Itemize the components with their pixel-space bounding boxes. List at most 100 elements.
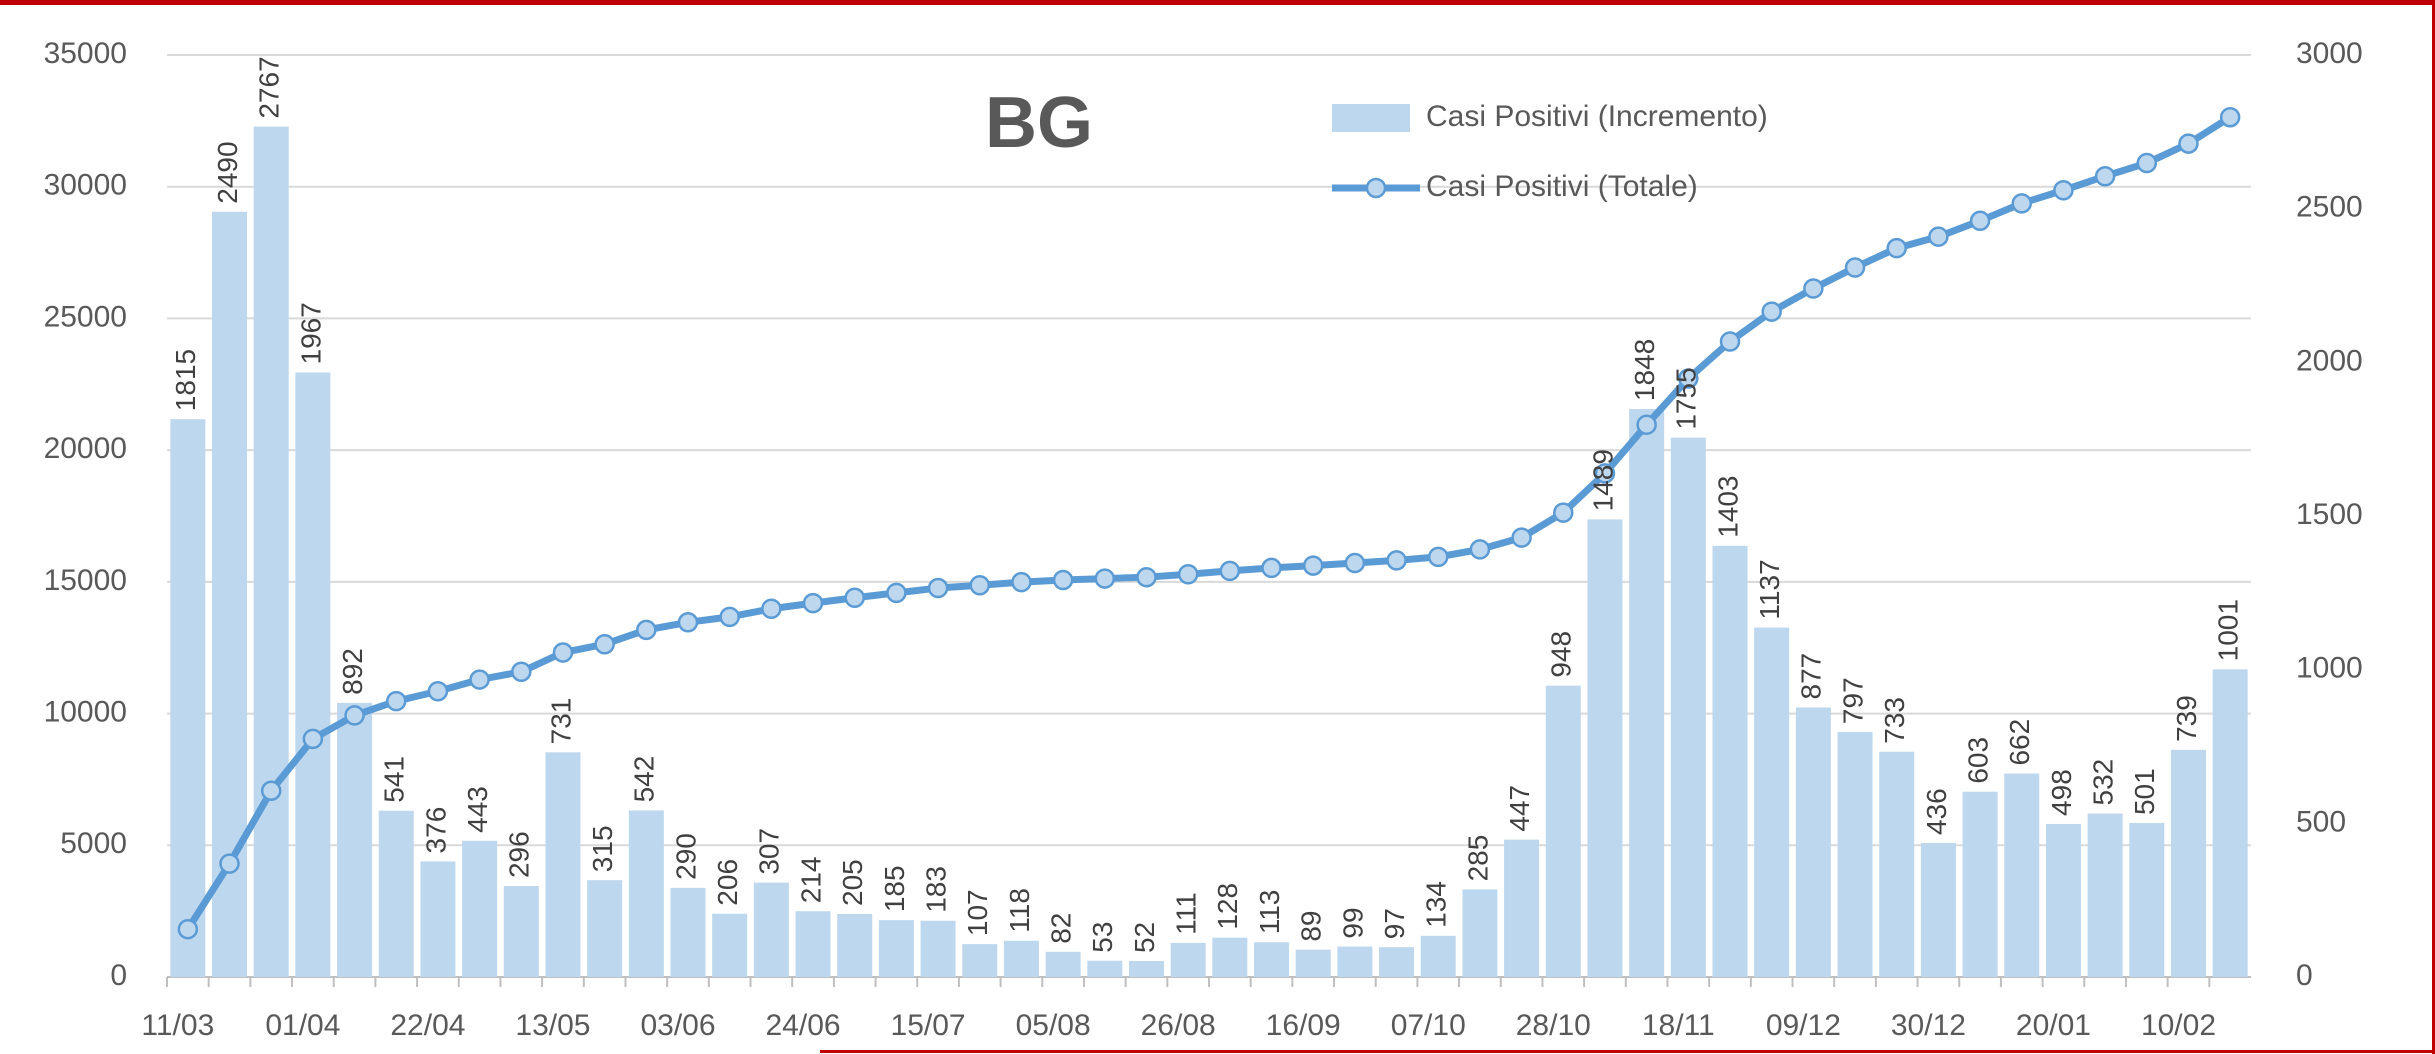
data-label: 214 bbox=[795, 857, 826, 904]
line-marker bbox=[594, 633, 615, 655]
bar bbox=[2004, 773, 2040, 977]
line-marker bbox=[552, 642, 574, 663]
line-marker bbox=[1094, 568, 1116, 589]
y-tick-label: 25000 bbox=[44, 300, 127, 333]
bar bbox=[2212, 669, 2248, 977]
line-marker bbox=[1594, 463, 1616, 484]
line-marker bbox=[1177, 564, 1199, 585]
bar bbox=[795, 911, 831, 977]
x-tick-label: 18/11 bbox=[1642, 1009, 1715, 1042]
y-tick-label: 5000 bbox=[60, 827, 127, 860]
data-label: 1755 bbox=[1671, 367, 1702, 429]
line-marker bbox=[802, 592, 824, 614]
bar bbox=[462, 840, 498, 977]
data-label: 206 bbox=[712, 859, 743, 906]
line-marker bbox=[1511, 527, 1532, 548]
line-marker bbox=[1719, 331, 1741, 352]
bar bbox=[878, 920, 914, 977]
bar bbox=[2170, 749, 2206, 977]
x-tick-label: 03/06 bbox=[640, 1009, 715, 1042]
x-tick-label: 11/03 bbox=[141, 1009, 214, 1042]
bar bbox=[1629, 409, 1665, 978]
bar bbox=[170, 419, 206, 977]
data-label: 1001 bbox=[2213, 599, 2244, 661]
line-marker bbox=[2178, 133, 2199, 154]
bar bbox=[1504, 839, 1540, 977]
bar bbox=[1712, 545, 1748, 977]
data-label: 99 bbox=[1337, 907, 1368, 938]
chart-title: BG bbox=[985, 83, 1093, 163]
data-label: 1967 bbox=[295, 302, 326, 364]
y-tick-label: 10000 bbox=[44, 695, 127, 728]
data-label: 542 bbox=[629, 756, 660, 803]
data-label: 739 bbox=[2171, 695, 2202, 742]
line-marker bbox=[1844, 257, 1866, 278]
data-label: 541 bbox=[379, 756, 410, 803]
data-label: 111 bbox=[1171, 892, 1202, 935]
data-label: 307 bbox=[754, 828, 785, 875]
data-label: 183 bbox=[920, 866, 951, 913]
bar bbox=[837, 913, 873, 977]
legend-label: Casi Positivi (Incremento) bbox=[1426, 100, 1768, 133]
bar bbox=[2087, 813, 2123, 977]
bar bbox=[295, 372, 331, 977]
data-label: 2490 bbox=[212, 141, 243, 203]
line-marker bbox=[969, 574, 991, 596]
x-tick-label: 26/08 bbox=[1141, 1009, 1216, 1042]
bar bbox=[1379, 947, 1415, 977]
line-marker bbox=[260, 780, 282, 801]
line-marker bbox=[886, 582, 907, 604]
data-label: 205 bbox=[837, 859, 868, 906]
data-label: 53 bbox=[1087, 922, 1118, 953]
line-marker bbox=[1261, 557, 1282, 579]
data-label: 113 bbox=[1254, 890, 1285, 935]
line-marker bbox=[511, 661, 532, 683]
bar bbox=[1045, 951, 1081, 977]
y2-tick-label: 1500 bbox=[2296, 498, 2363, 531]
bar bbox=[1128, 961, 1164, 977]
x-tick-label: 05/08 bbox=[1016, 1009, 1091, 1042]
line-marker bbox=[1761, 301, 1782, 322]
bar bbox=[1420, 935, 1456, 977]
line-marker bbox=[1553, 502, 1574, 523]
data-label: 498 bbox=[2046, 769, 2077, 816]
data-label: 134 bbox=[1421, 881, 1452, 928]
bar bbox=[1462, 889, 1498, 977]
data-label: 436 bbox=[1921, 788, 1952, 835]
data-label: 290 bbox=[670, 833, 701, 880]
bar bbox=[1670, 437, 1706, 977]
bar bbox=[1254, 942, 1290, 977]
bar bbox=[503, 886, 539, 977]
line-marker bbox=[1219, 560, 1241, 582]
bar bbox=[1837, 732, 1873, 977]
bar bbox=[712, 913, 748, 977]
data-label: 128 bbox=[1212, 883, 1243, 930]
x-tick-label: 24/06 bbox=[766, 1009, 841, 1042]
bar bbox=[545, 752, 581, 977]
bar bbox=[1587, 519, 1623, 977]
bar bbox=[628, 810, 664, 977]
line-marker bbox=[1136, 566, 1157, 588]
line-marker bbox=[1469, 539, 1491, 560]
data-label: 1403 bbox=[1712, 476, 1743, 538]
line-marker bbox=[219, 853, 240, 874]
data-label: 52 bbox=[1129, 922, 1160, 953]
line-marker bbox=[719, 606, 740, 628]
line-marker bbox=[1011, 571, 1032, 593]
right-border bbox=[2432, 0, 2435, 1054]
data-label: 376 bbox=[420, 807, 451, 854]
x-tick-label: 09/12 bbox=[1766, 1009, 1841, 1042]
bar bbox=[337, 702, 373, 977]
line-marker bbox=[2136, 152, 2158, 174]
bar bbox=[378, 810, 414, 977]
x-tick-label: 15/07 bbox=[891, 1009, 966, 1042]
data-label: 948 bbox=[1546, 631, 1577, 678]
line-marker bbox=[1803, 278, 1824, 299]
data-label: 1815 bbox=[170, 349, 201, 411]
legend-marker bbox=[1365, 177, 1387, 199]
data-label: 731 bbox=[545, 698, 576, 745]
bottom-border bbox=[820, 1050, 2435, 1053]
data-label: 89 bbox=[1296, 910, 1327, 941]
line-marker bbox=[2011, 193, 2033, 214]
data-label: 447 bbox=[1504, 785, 1535, 832]
